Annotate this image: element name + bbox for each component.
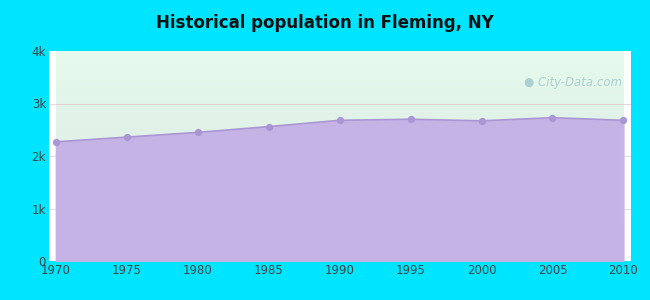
Point xyxy=(547,115,558,120)
Text: Historical population in Fleming, NY: Historical population in Fleming, NY xyxy=(156,14,494,32)
Point xyxy=(406,117,416,122)
Point xyxy=(476,118,487,123)
Point xyxy=(192,130,203,135)
Text: ● City-Data.com: ● City-Data.com xyxy=(524,76,622,89)
Point xyxy=(334,118,345,123)
Point xyxy=(51,140,61,144)
Point xyxy=(263,124,274,129)
Point xyxy=(122,135,132,140)
Point xyxy=(618,118,629,123)
